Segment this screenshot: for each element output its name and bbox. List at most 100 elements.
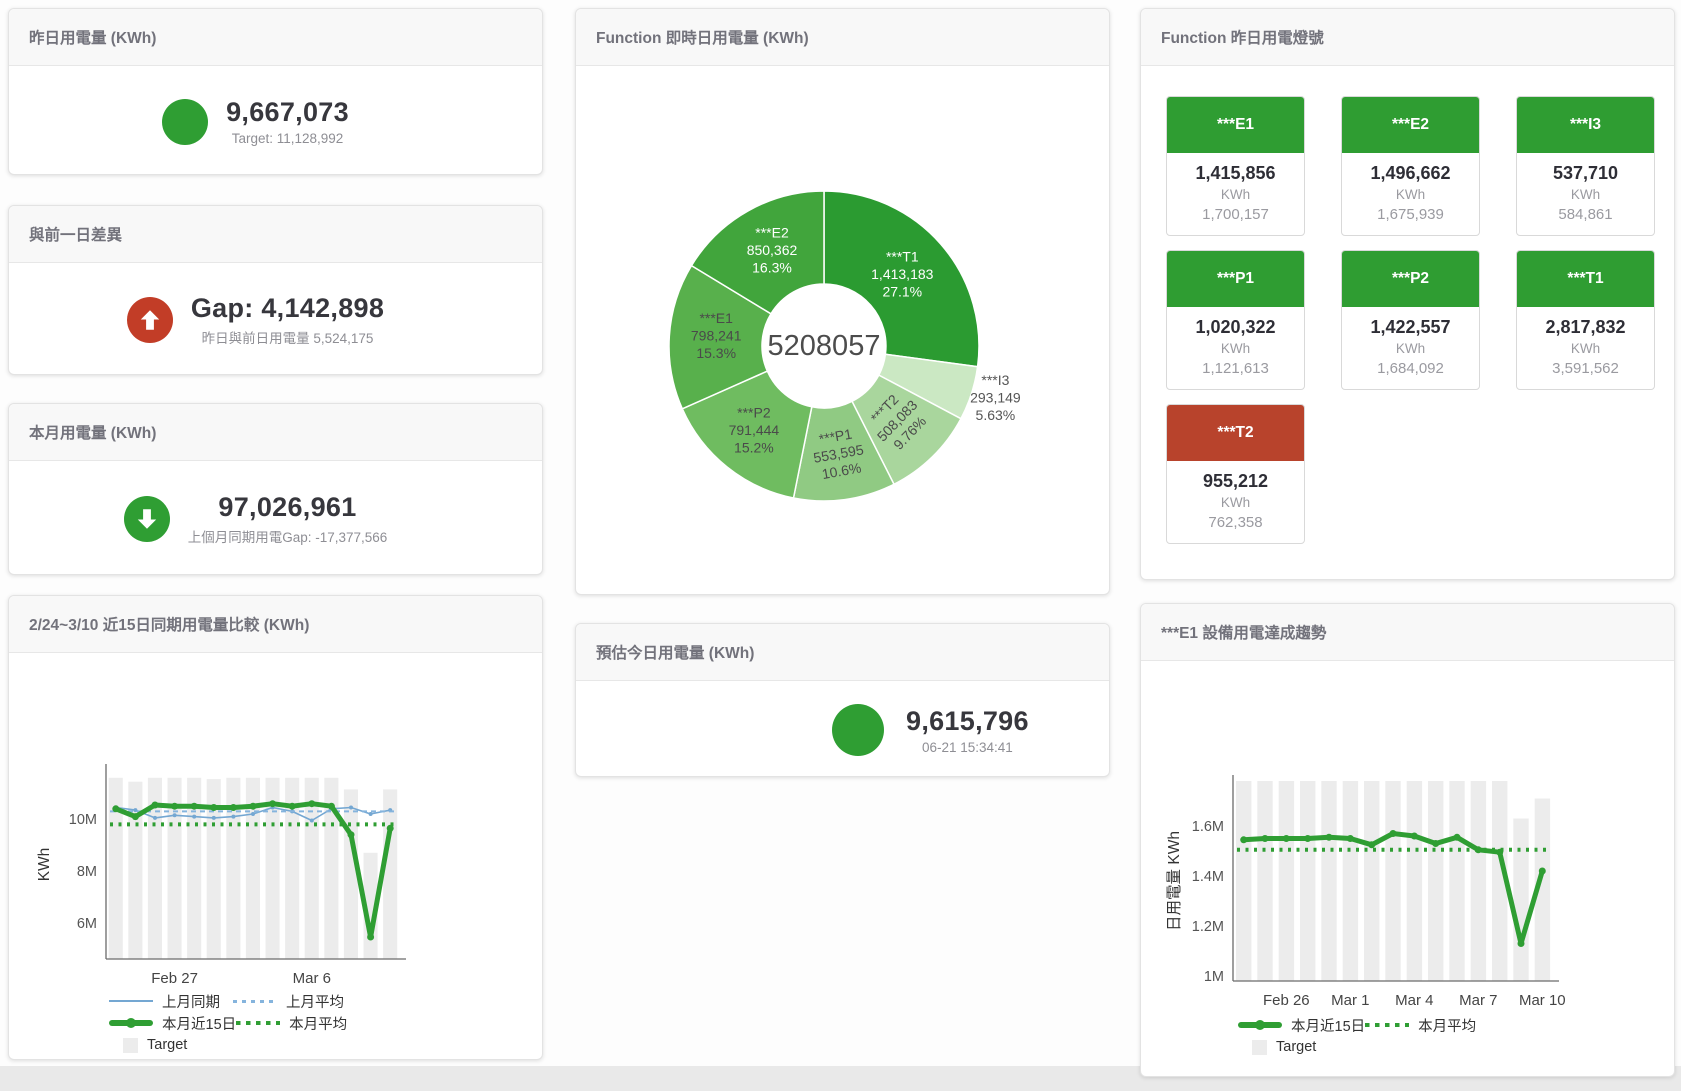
legend-item-gray-box[interactable]: Target	[109, 1037, 233, 1053]
target-bar	[1278, 781, 1295, 981]
card-15day-compare-chart: 2/24~3/10 近15日同期用電量比較 (KWh) 6M 8M 10M Feb 2…	[8, 595, 543, 1060]
legend-label: 本月近15日	[1291, 1018, 1366, 1035]
tile-target: 1,121,613	[1202, 360, 1269, 377]
donut-slice-label: ***I3 293,149 5.63%	[970, 372, 1021, 423]
arrow-down-icon	[123, 496, 170, 542]
tile-unit: KWh	[1220, 341, 1251, 356]
device-tile-E1[interactable]: ***E1 1,415,856 KWh 1,700,157	[1166, 96, 1305, 236]
data-point	[229, 804, 237, 811]
card-title: 本月用電量 (KWh)	[9, 404, 542, 461]
card-month-usage: 本月用電量 (KWh) 97,026,961 上個月同期用電Gap: -17,3…	[8, 403, 543, 575]
device-tile-I3[interactable]: ***I3 537,710 KWh 584,861	[1516, 96, 1655, 236]
data-point	[309, 818, 314, 823]
y-axis-title: KWh	[36, 848, 53, 882]
tile-name: ***T2	[1167, 405, 1304, 461]
data-point	[1261, 835, 1269, 842]
stat-body: 9,615,796 06-21 15:34:41	[576, 681, 1109, 779]
legend-label: 本月平均	[289, 1016, 348, 1033]
data-point	[327, 802, 335, 810]
tile-value: 1,415,856	[1195, 163, 1276, 183]
target-bar	[1449, 781, 1465, 981]
donut-slice-label: ***E1 798,241 15.3%	[691, 310, 742, 361]
green-line-swatch-icon	[1238, 1020, 1282, 1030]
x-tick-label: Feb 27	[151, 970, 198, 987]
target-bar	[1406, 781, 1423, 981]
data-point	[1304, 835, 1312, 842]
card-title: 預估今日用電量 (KWh)	[576, 624, 1109, 681]
legend-item-green-line[interactable]: 本月近15日	[1238, 1015, 1365, 1036]
target-bar	[1300, 781, 1316, 981]
x-tick-label: Mar 10	[1519, 992, 1566, 1009]
status-circle-icon	[832, 704, 884, 756]
target-bar	[128, 781, 143, 959]
stat-subtitle: 昨日與前日用電量 5,524,175	[201, 331, 374, 346]
target-bar	[206, 779, 221, 959]
donut-slice-E1[interactable]	[668, 264, 773, 410]
tile-value: 1,496,662	[1370, 163, 1451, 183]
legend-item-blue-line[interactable]: 上月同期	[109, 991, 233, 1012]
tile-target: 1,675,939	[1377, 206, 1444, 223]
donut-slice-label: ***E2 850,362 16.3%	[747, 225, 798, 276]
donut-slice-T1[interactable]	[823, 190, 980, 368]
status-circle-icon	[162, 98, 209, 145]
data-point	[251, 812, 255, 816]
legend-row: Target	[109, 1034, 642, 1056]
target-bar	[1321, 781, 1337, 981]
card-today-forecast: 預估今日用電量 (KWh) 9,615,796 06-21 15:34:41	[575, 623, 1110, 777]
donut-slice-P2[interactable]	[681, 370, 813, 499]
tile-target: 1,700,157	[1202, 206, 1269, 223]
target-bar	[383, 789, 398, 959]
card-day-gap: 與前一日差異 Gap: 4,142,898 昨日與前日用電量 5,524,175	[8, 205, 543, 375]
green-line-swatch-icon	[109, 1018, 153, 1028]
data-point	[190, 802, 198, 810]
device-tile-T2[interactable]: ***T2 955,212 KWh 762,358	[1166, 404, 1305, 544]
data-point	[153, 815, 157, 820]
trend-line-chart: 1M 1.2M 1.4M 1.6M Feb 26 Mar 1 Mar 4 Mar 7 Mar 1…	[1166, 775, 1566, 1009]
y-tick-label: 1.2M	[1192, 919, 1224, 935]
data-point	[172, 813, 177, 818]
device-tile-P1[interactable]: ***P1 1,020,322 KWh 1,121,613	[1166, 250, 1305, 390]
device-tile-P2[interactable]: ***P2 1,422,557 KWh 1,684,092	[1341, 250, 1480, 390]
target-bar	[1470, 781, 1487, 981]
target-bar	[1513, 818, 1529, 981]
blue-dash-swatch-icon	[233, 999, 277, 1003]
stat-value: 97,026,961	[218, 492, 357, 522]
target-bar	[147, 777, 162, 959]
legend-item-gray-box[interactable]: Target	[1238, 1039, 1360, 1055]
tile-value: 537,710	[1552, 163, 1619, 183]
tile-target: 1,684,092	[1377, 360, 1444, 377]
x-tick-label: Mar 4	[1395, 992, 1433, 1009]
legend-item-green-line[interactable]: 本月近15日	[109, 1013, 236, 1034]
data-point	[192, 814, 197, 819]
tile-name: ***E1	[1167, 97, 1304, 153]
legend-label: 本月平均	[1418, 1018, 1477, 1035]
data-point	[386, 824, 394, 832]
stat-value: Gap: 4,142,898	[190, 293, 385, 323]
tile-value: 2,817,832	[1545, 317, 1626, 337]
target-bar	[1342, 781, 1359, 981]
legend-label: 上月平均	[286, 994, 344, 1011]
card-e1-trend-chart: ***E1 設備用電達成趨勢 1M 1.2M 1.4M 1.6M Feb 26 Mar 1…	[1140, 603, 1675, 1077]
tile-name: ***P2	[1342, 251, 1479, 307]
data-point	[367, 933, 375, 941]
data-point	[288, 802, 296, 810]
x-tick-label: Mar 1	[1331, 992, 1369, 1009]
target-bar	[1257, 781, 1273, 981]
card-title: ***E1 設備用電達成趨勢	[1141, 604, 1674, 661]
device-tile-E2[interactable]: ***E2 1,496,662 KWh 1,675,939	[1341, 96, 1480, 236]
tile-name: ***T1	[1517, 251, 1654, 307]
stat-subtitle: Target: 11,128,992	[231, 131, 344, 146]
legend-item-blue-dash[interactable]: 上月平均	[233, 991, 357, 1012]
tile-unit: KWh	[1570, 341, 1601, 356]
legend-row: 上月同期 上月平均	[109, 990, 642, 1012]
data-point	[131, 813, 139, 821]
device-tile-T1[interactable]: ***T1 2,817,832 KWh 3,591,562	[1516, 250, 1655, 390]
legend-item-green-dot[interactable]: 本月平均	[236, 1013, 360, 1034]
target-bar	[1534, 798, 1551, 981]
data-point	[1325, 833, 1333, 841]
green-dot-swatch-icon	[236, 1020, 281, 1026]
card-function-status-lights: Function 昨日用電燈號 ***E1 1,415,856 KWh 1,700,1…	[1140, 8, 1675, 580]
data-point	[1368, 841, 1376, 849]
donut-slice-E2[interactable]	[690, 190, 825, 315]
legend-item-green-dot[interactable]: 本月平均	[1365, 1015, 1487, 1036]
